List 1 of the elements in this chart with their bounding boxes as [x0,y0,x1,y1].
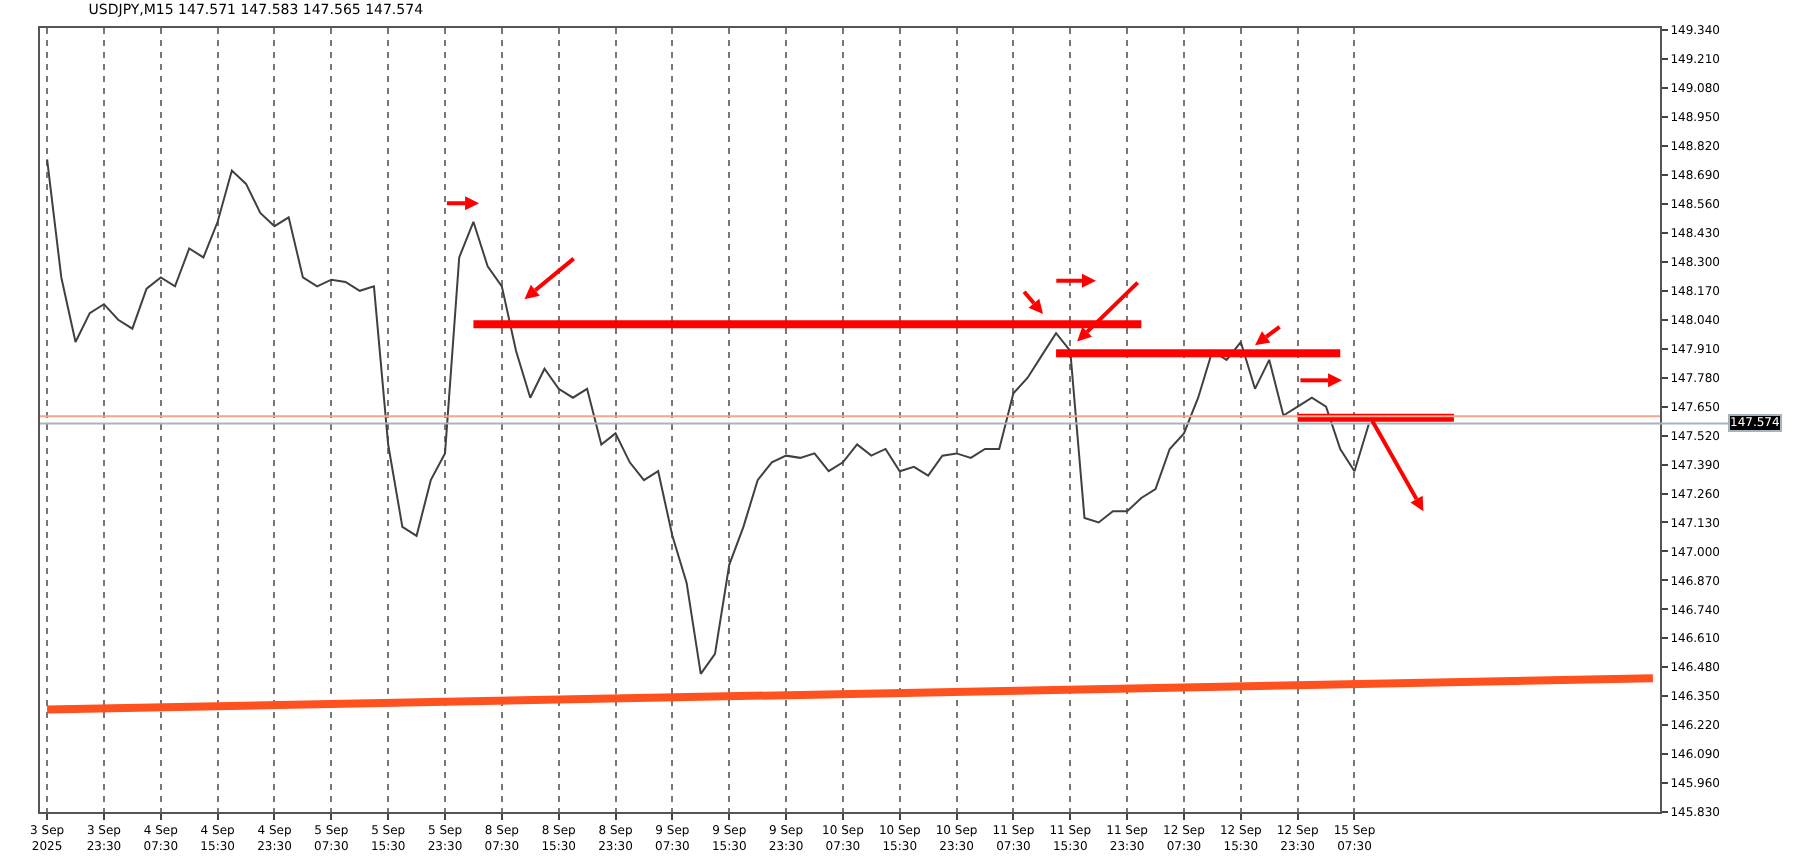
line-series [46,158,1370,675]
